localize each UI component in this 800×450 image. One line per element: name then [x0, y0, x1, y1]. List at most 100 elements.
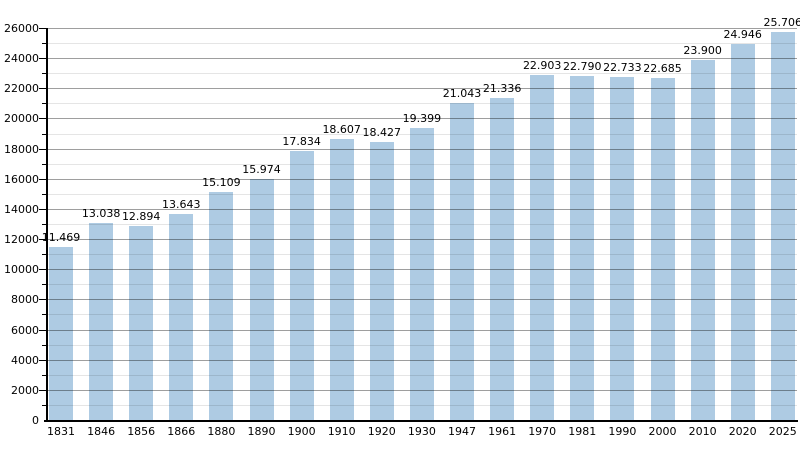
- x-axis-tick-label: 1910: [327, 425, 356, 438]
- major-gridline: [47, 88, 797, 90]
- bar: [329, 139, 354, 420]
- x-axis-tick-label: 1920: [367, 425, 396, 438]
- bar: [249, 179, 274, 420]
- x-axis-tick-label: 2025: [768, 425, 797, 438]
- y-axis-tick-label: 4000: [11, 353, 39, 367]
- x-axis-tick-label: 1846: [87, 425, 116, 438]
- y-major-tick: [39, 359, 47, 361]
- y-axis-tick-label: 24000: [4, 52, 39, 66]
- y-axis-tick-label: 8000: [11, 293, 39, 307]
- y-axis-line: [46, 28, 48, 422]
- x-axis-tick-label: 2000: [648, 425, 677, 438]
- x-axis-tick-label: 1990: [608, 425, 637, 438]
- y-minor-tick: [42, 193, 47, 195]
- y-major-tick: [39, 208, 47, 210]
- bar-value-label: 22.790: [563, 60, 602, 74]
- x-axis-tick-label: 1866: [167, 425, 196, 438]
- y-minor-tick: [42, 374, 47, 376]
- minor-gridline: [47, 103, 797, 105]
- x-axis-tick-label: 1970: [528, 425, 557, 438]
- bar-value-label: 15.109: [202, 176, 241, 190]
- y-minor-tick: [42, 163, 47, 165]
- bar-value-label: 24.946: [723, 27, 762, 41]
- bar-value-label: 23.900: [683, 43, 722, 57]
- x-axis-tick-label: 1981: [568, 425, 597, 438]
- bar: [490, 98, 515, 420]
- bar: [369, 142, 394, 420]
- bar-value-label: 18.427: [362, 126, 402, 140]
- bar: [610, 77, 635, 420]
- y-major-tick: [39, 239, 47, 241]
- y-axis-tick-label: 6000: [11, 323, 39, 337]
- y-minor-tick: [42, 314, 47, 316]
- y-axis-tick-label: 20000: [4, 112, 39, 126]
- bar-value-label: 25.706: [763, 16, 800, 30]
- bar: [530, 74, 555, 420]
- bar-value-label: 19.399: [402, 111, 442, 125]
- bar-value-label: 17.834: [282, 135, 321, 149]
- x-axis-tick-label: 1880: [207, 425, 236, 438]
- bar-value-label: 21.043: [442, 86, 482, 100]
- y-major-tick: [39, 269, 47, 271]
- bar-value-label: 18.607: [322, 123, 361, 137]
- x-axis-line: [44, 420, 798, 422]
- y-major-tick: [39, 88, 47, 90]
- y-axis-tick-label: 16000: [4, 172, 39, 186]
- major-gridline: [47, 58, 797, 60]
- bar-value-label: 13.038: [81, 207, 121, 221]
- y-major-tick: [39, 58, 47, 60]
- bar: [409, 127, 434, 420]
- x-axis-tick-label: 1930: [407, 425, 436, 438]
- y-minor-tick: [42, 43, 47, 45]
- x-axis-tick-label: 1856: [127, 425, 156, 438]
- y-minor-tick: [42, 133, 47, 135]
- bar: [730, 43, 755, 420]
- bar: [570, 76, 595, 420]
- y-major-tick: [39, 299, 47, 301]
- y-major-tick: [39, 329, 47, 331]
- bar: [49, 247, 73, 420]
- x-axis-tick-label: 2020: [728, 425, 757, 438]
- y-major-tick: [39, 178, 47, 180]
- y-minor-tick: [42, 73, 47, 75]
- bar: [450, 102, 474, 420]
- major-gridline: [47, 28, 797, 29]
- bar: [209, 192, 234, 420]
- y-axis-tick-label: 22000: [4, 82, 39, 96]
- bar: [169, 214, 194, 420]
- bar: [129, 225, 154, 420]
- y-axis-tick-label: 14000: [4, 202, 39, 216]
- x-axis-tick-label: 1900: [287, 425, 316, 438]
- x-axis-tick-label: 1947: [448, 425, 476, 438]
- y-minor-tick: [42, 224, 47, 225]
- y-minor-tick: [42, 254, 47, 256]
- y-major-tick: [39, 118, 47, 120]
- bar: [690, 59, 715, 420]
- y-axis-tick-label: 26000: [4, 22, 39, 35]
- y-minor-tick: [42, 103, 47, 105]
- bar-value-label: 11.469: [41, 231, 81, 245]
- bar: [770, 32, 795, 420]
- x-axis-tick-label: 2010: [688, 425, 717, 438]
- bar: [289, 151, 314, 420]
- y-axis-tick-label: 10000: [4, 263, 39, 277]
- bar-value-label: 13.643: [162, 198, 201, 212]
- y-axis-tick-label: 12000: [4, 233, 39, 247]
- bar-value-label: 22.685: [643, 61, 682, 75]
- bar-value-label: 22.733: [603, 61, 642, 75]
- x-axis-tick-label: 1961: [488, 425, 517, 438]
- bar: [89, 223, 114, 420]
- x-axis-tick-label: 1831: [47, 425, 75, 438]
- y-minor-tick: [42, 284, 47, 286]
- y-minor-tick: [42, 404, 47, 406]
- y-minor-tick: [42, 344, 47, 346]
- bar-value-label: 22.903: [522, 58, 562, 72]
- bar-value-label: 21.336: [482, 82, 522, 96]
- y-axis-tick-label: 2000: [11, 383, 39, 397]
- minor-gridline: [47, 73, 797, 75]
- y-axis-tick-label: 18000: [4, 142, 39, 156]
- y-major-tick: [39, 28, 47, 29]
- bar: [650, 77, 675, 420]
